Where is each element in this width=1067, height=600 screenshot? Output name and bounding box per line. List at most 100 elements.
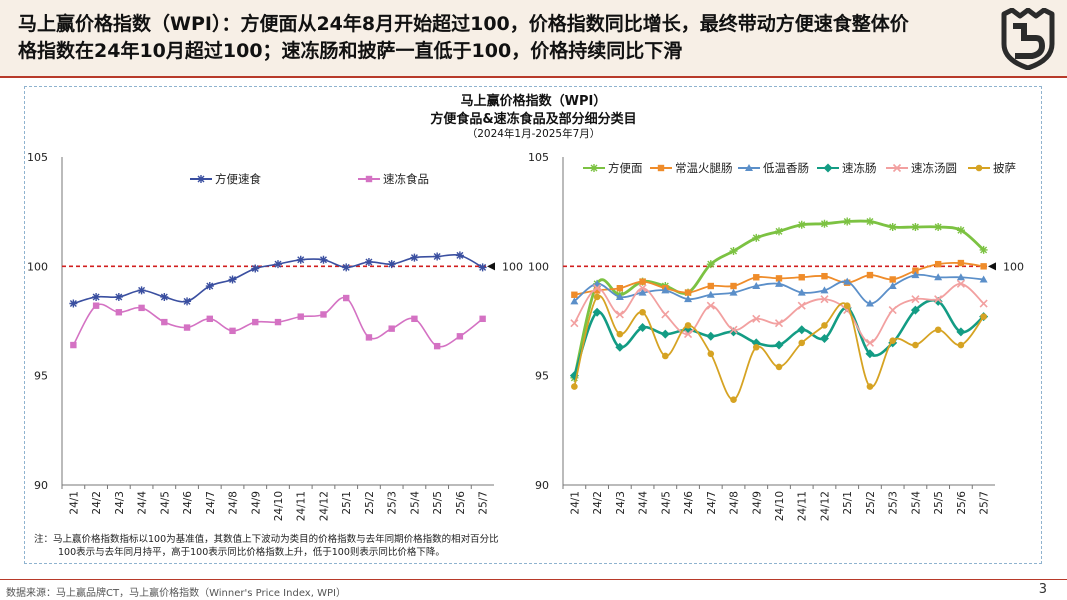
data-point	[433, 252, 442, 261]
data-point	[934, 295, 943, 304]
x-tick-label: 24/10	[774, 491, 786, 521]
data-point	[616, 330, 624, 338]
x-tick-label: 25/6	[956, 491, 968, 515]
legend-marker	[975, 164, 983, 172]
header-divider	[0, 76, 1067, 78]
legend-marker	[745, 164, 753, 171]
data-point	[137, 286, 146, 295]
data-point	[365, 334, 373, 341]
x-tick-label: 24/9	[751, 491, 763, 515]
data-point	[661, 310, 670, 319]
data-point	[889, 337, 896, 344]
data-point	[229, 327, 236, 335]
data-point	[729, 325, 738, 334]
data-point	[639, 278, 646, 285]
data-point	[479, 315, 486, 323]
data-point	[319, 255, 328, 264]
data-point	[706, 260, 715, 269]
data-point	[911, 295, 920, 304]
data-point	[684, 289, 692, 296]
data-point	[661, 286, 670, 294]
data-point	[456, 333, 464, 340]
x-tick-label: 24/7	[205, 491, 217, 515]
reference-label: 100	[1003, 260, 1024, 273]
legend-marker	[892, 163, 902, 173]
data-point	[364, 257, 373, 266]
data-point	[911, 222, 920, 231]
data-point	[706, 290, 715, 298]
header-bar	[0, 0, 1067, 76]
data-point	[956, 327, 966, 337]
data-point	[274, 318, 282, 326]
data-point	[797, 301, 806, 310]
data-point	[387, 260, 396, 269]
x-tick-label: 25/3	[888, 491, 900, 515]
data-point	[934, 326, 942, 334]
data-point	[798, 274, 805, 281]
legend-marker	[657, 164, 665, 172]
data-point	[205, 282, 214, 291]
data-point	[729, 288, 738, 296]
data-point	[888, 282, 897, 290]
legend-label: 方便面	[608, 161, 643, 175]
data-point	[683, 330, 693, 339]
data-point	[797, 220, 806, 229]
data-point	[342, 263, 351, 272]
note-line-1: 注：马上赢价格指数指标以100为基准值，其数值上下波动为类目的价格指数与去年同期…	[34, 534, 499, 545]
data-point	[114, 292, 123, 301]
x-tick-label: 24/6	[683, 491, 695, 515]
x-tick-label: 25/1	[341, 491, 353, 515]
data-point	[865, 299, 874, 307]
data-point	[183, 297, 192, 306]
legend-marker	[823, 163, 833, 173]
x-tick-label: 25/7	[979, 491, 991, 515]
y-tick-label: 105	[27, 151, 48, 164]
data-point	[478, 263, 487, 272]
data-point	[92, 302, 100, 309]
x-tick-label: 24/12	[318, 491, 330, 521]
x-tick-label: 24/12	[819, 491, 831, 521]
data-point	[775, 227, 783, 236]
legend-label: 速冻汤圆	[911, 161, 957, 175]
data-point	[821, 272, 828, 280]
data-point	[798, 339, 806, 347]
data-point	[956, 273, 965, 281]
data-point	[979, 275, 988, 283]
data-point	[615, 342, 625, 352]
x-tick-label: 24/3	[615, 491, 627, 515]
data-point	[297, 313, 304, 320]
data-point	[183, 324, 191, 331]
data-point	[707, 350, 715, 358]
data-point	[615, 292, 624, 300]
data-point	[570, 297, 579, 305]
data-point	[251, 264, 260, 273]
reference-marker	[487, 262, 495, 271]
page-title: 马上赢价格指数（WPI）：方便面从24年8月开始超过100，价格指数同比增长，最…	[18, 13, 909, 62]
data-point	[593, 293, 601, 301]
data-point	[774, 340, 784, 350]
data-point	[320, 311, 327, 318]
x-tick-label: 24/9	[250, 491, 262, 515]
x-tick-label: 24/11	[797, 491, 809, 521]
data-point	[752, 314, 761, 323]
data-point	[138, 304, 145, 312]
data-point	[115, 309, 123, 316]
data-point	[206, 315, 213, 323]
data-point	[252, 318, 259, 326]
data-point	[820, 295, 829, 304]
page-number: 3	[1038, 582, 1047, 597]
data-point	[821, 322, 828, 329]
data-point	[638, 288, 647, 296]
y-tick-label: 105	[528, 151, 549, 164]
x-tick-label: 24/1	[68, 491, 80, 515]
data-point	[730, 396, 737, 404]
x-tick-label: 25/4	[910, 491, 922, 515]
data-point	[866, 271, 874, 279]
x-tick-label: 24/4	[638, 491, 650, 515]
data-point	[729, 247, 738, 256]
data-point	[910, 305, 920, 315]
data-point	[433, 342, 441, 350]
data-point	[820, 219, 829, 228]
